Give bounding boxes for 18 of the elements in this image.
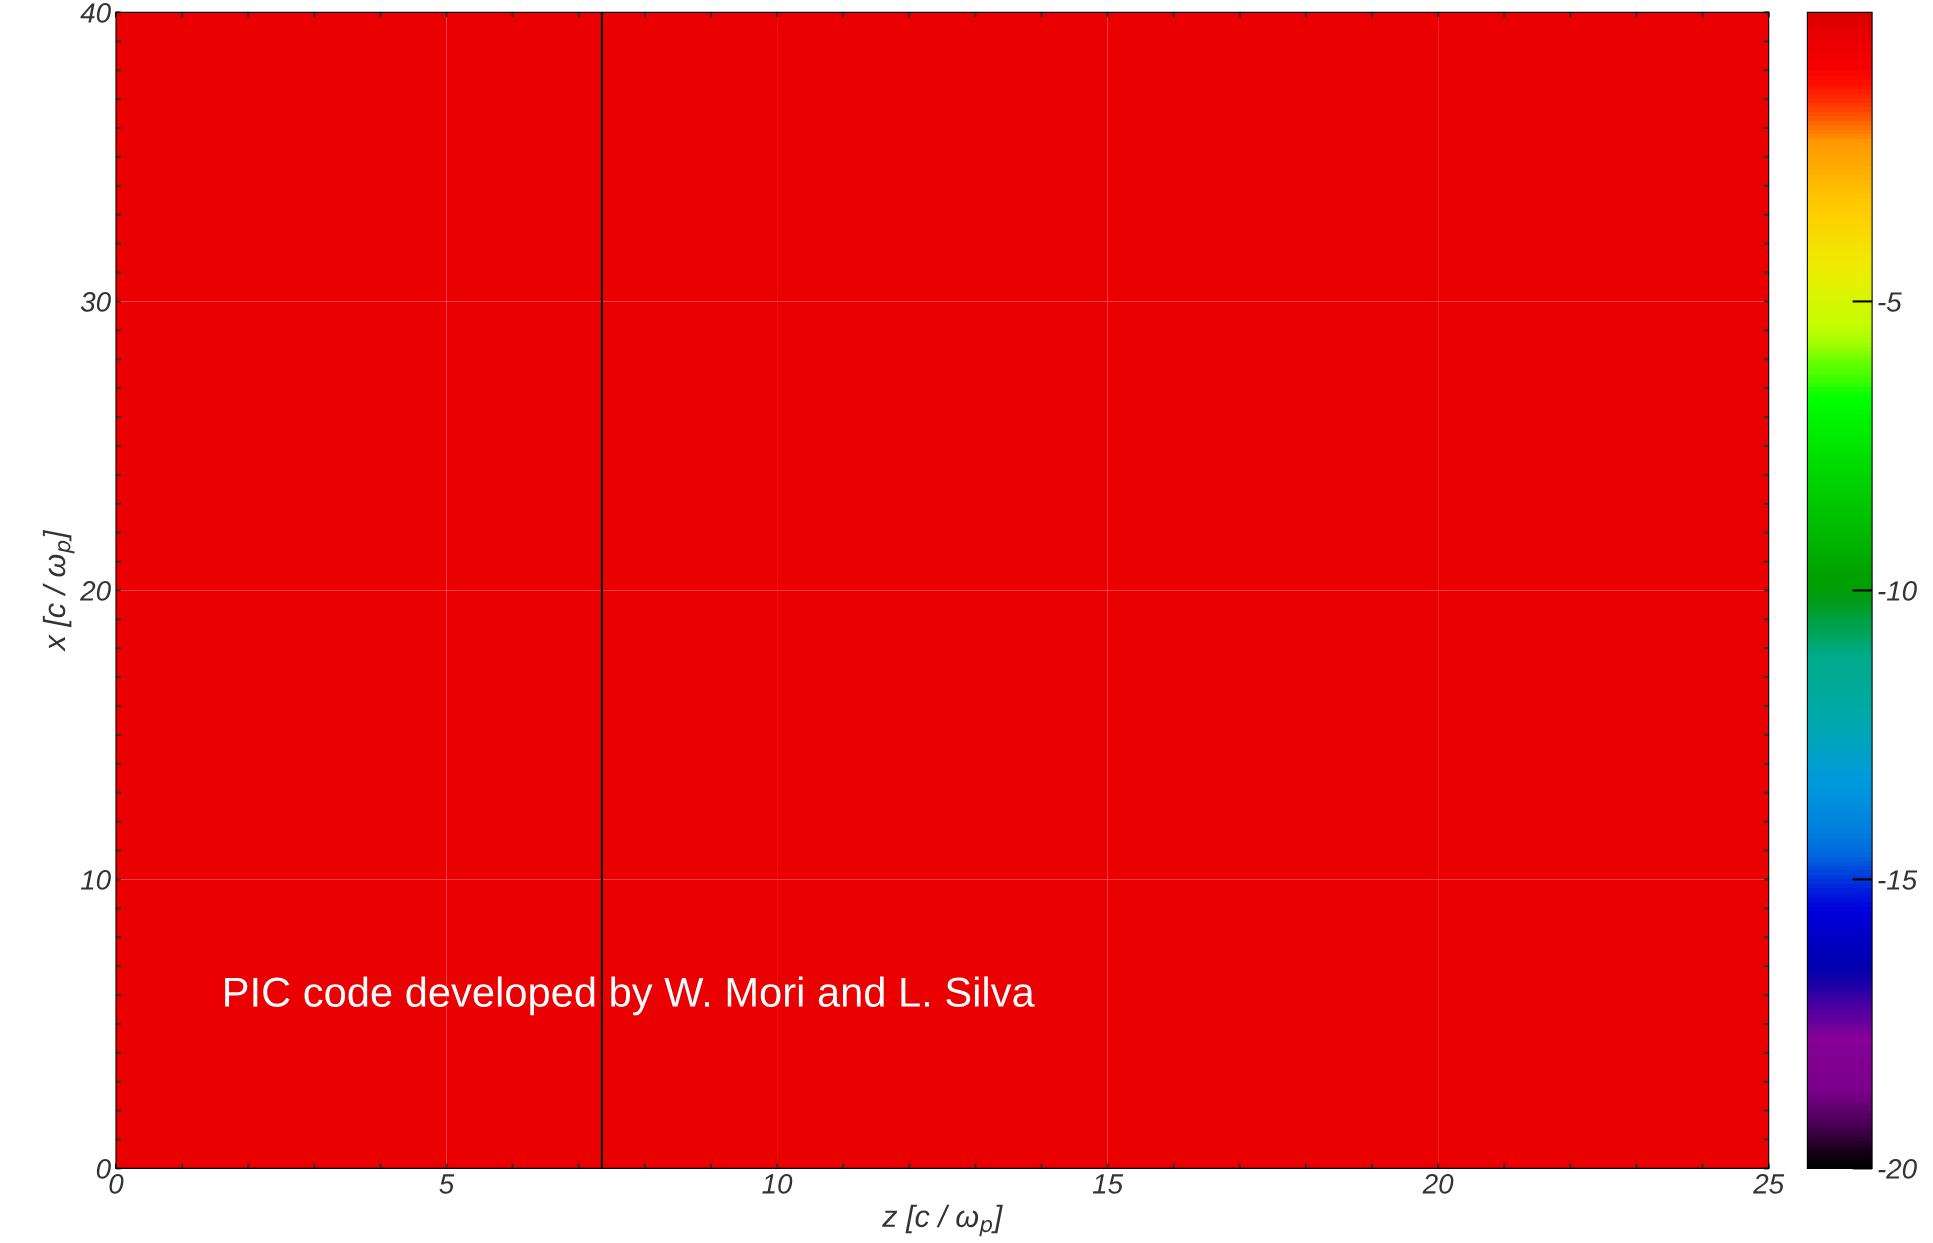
x-tick-label: 20 (1422, 1174, 1454, 1194)
x-tick-label: 0 (109, 1174, 124, 1194)
y-tick-label: 0 (96, 1159, 111, 1179)
color-bar-label: -15 (1878, 870, 1918, 890)
x-tick-label: 25 (1753, 1174, 1785, 1194)
y-tick-label: 30 (80, 292, 111, 312)
color-bar-label: -20 (1878, 1159, 1917, 1179)
y-axis-title: x [c / ω$_{p}$] (42, 529, 75, 652)
color-bar-label: -10 (1878, 581, 1917, 601)
y-tick-label: 10 (80, 870, 111, 890)
color-bar-label: -5 (1878, 292, 1902, 312)
y-tick-label: 40 (80, 3, 111, 23)
y-tick-label: 20 (80, 581, 111, 601)
x-tick-label: 15 (1092, 1174, 1124, 1194)
annotation: PIC code developed by W. Mori and L. Silva (225, 976, 1035, 1016)
x-tick-label: 10 (762, 1174, 793, 1194)
x-tick-label: 5 (439, 1174, 455, 1194)
x-axis-title: z [c / ω$_{p}$] (882, 1204, 1003, 1237)
